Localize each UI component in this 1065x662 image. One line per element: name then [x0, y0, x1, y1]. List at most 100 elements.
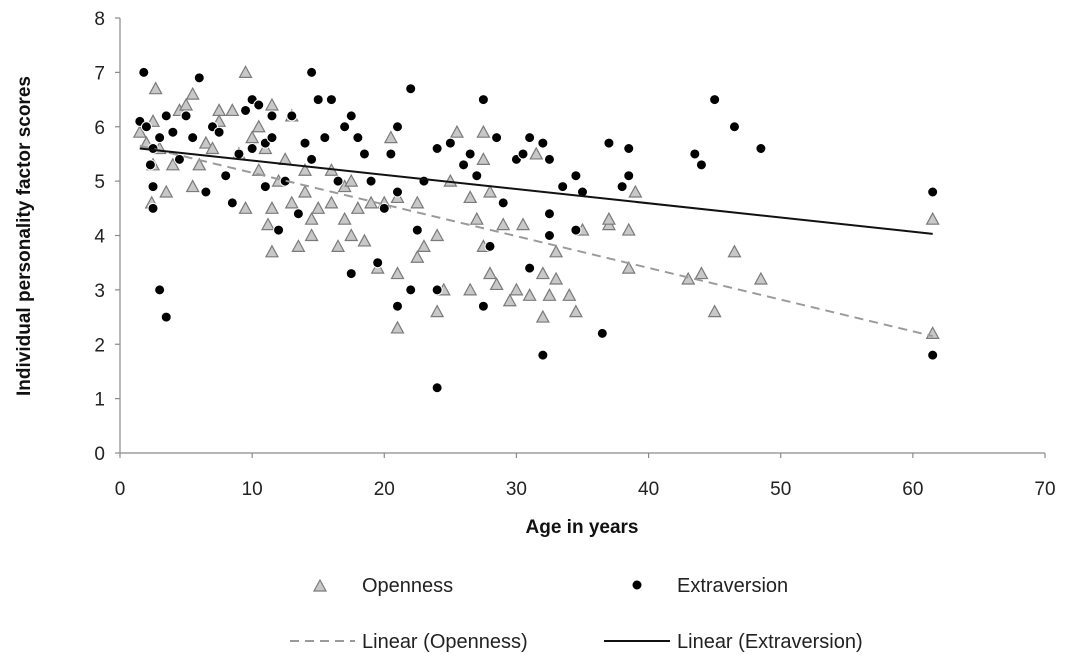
openness-point — [165, 157, 180, 171]
openness-point — [205, 141, 220, 155]
extraversion-point — [259, 181, 271, 193]
extraversion-point — [603, 137, 615, 149]
extraversion-point — [286, 110, 298, 122]
openness-point — [337, 211, 352, 225]
openness-point — [542, 288, 557, 301]
openness-point — [463, 190, 478, 204]
extraversion-point — [431, 143, 443, 154]
extraversion-point — [299, 137, 311, 149]
trendline-openness — [139, 144, 933, 338]
extraversion-point — [537, 137, 549, 149]
extraversion-point — [253, 99, 265, 111]
openness-point — [694, 266, 709, 280]
legend-extraversion-label: Extraversion — [677, 575, 788, 597]
legend-item-openness: Openness — [312, 575, 453, 597]
openness-point — [159, 184, 174, 198]
openness-point — [297, 184, 313, 198]
extraversion-point — [444, 137, 456, 149]
openness-point — [549, 271, 564, 285]
extraversion-point — [491, 132, 503, 144]
openness-point — [264, 97, 279, 111]
legend-extraversion-marker — [631, 579, 643, 591]
openness-point — [311, 201, 326, 214]
y-tick-label: 1 — [94, 390, 105, 411]
extraversion-point — [220, 170, 232, 182]
extraversion-point — [458, 159, 470, 171]
legend-openness-marker — [312, 578, 328, 592]
y-tick-label: 0 — [94, 444, 105, 465]
y-tick-label: 8 — [94, 9, 105, 30]
extraversion-point — [927, 186, 939, 198]
extraversion-point — [392, 121, 403, 133]
tick-labels: 0 1 2 3 4 5 6 7 8 0 10 20 30 40 50 60 70 — [94, 9, 1055, 500]
extraversion-point — [147, 143, 159, 154]
legend-linear-extraversion-label: Linear (Extraversion) — [677, 631, 863, 653]
extraversion-point — [306, 153, 318, 165]
extraversion-point — [543, 153, 555, 165]
openness-point — [304, 211, 319, 225]
openness-point — [331, 239, 346, 252]
extraversion-point — [543, 208, 555, 220]
extraversion-point — [411, 224, 423, 236]
openness-point — [463, 282, 478, 296]
y-tick-label: 6 — [94, 118, 105, 139]
x-tick-label: 60 — [902, 479, 923, 500]
extraversion-point — [200, 186, 212, 198]
plot-marks — [132, 65, 940, 394]
legend-item-linear-extraversion: Linear (Extraversion) — [604, 631, 863, 653]
extraversion-point — [689, 148, 701, 160]
y-axis-title: Individual personality factor scores — [14, 76, 35, 396]
extraversion-point — [332, 175, 344, 187]
extraversion-point — [418, 175, 430, 187]
extraversion-point — [319, 132, 331, 144]
openness-point — [529, 146, 544, 160]
openness-point — [496, 217, 511, 231]
extraversion-point — [339, 121, 351, 133]
openness-point — [681, 271, 696, 285]
extraversion-point — [140, 121, 152, 133]
openness-point — [562, 288, 577, 301]
legend-item-extraversion: Extraversion — [631, 575, 788, 597]
extraversion-point — [160, 311, 172, 323]
extraversion-point — [557, 181, 569, 193]
x-tick-label: 50 — [770, 479, 791, 500]
openness-point — [516, 217, 531, 231]
extraversion-point — [431, 284, 443, 296]
extraversion-point — [755, 143, 767, 154]
extraversion-point — [477, 94, 489, 106]
extraversion-point — [524, 132, 536, 144]
openness-point — [568, 304, 583, 318]
axes — [115, 17, 1046, 458]
extraversion-point — [266, 110, 278, 122]
extraversion-point — [728, 121, 740, 133]
extraversion-point — [524, 262, 536, 274]
openness-point — [344, 228, 359, 242]
openness-point — [469, 211, 484, 225]
x-tick-label: 70 — [1034, 479, 1055, 500]
x-tick-label: 40 — [638, 479, 659, 500]
openness-point — [390, 320, 405, 334]
openness-point — [245, 130, 260, 144]
extraversion-point — [240, 104, 252, 116]
x-axis-title: Age in years — [526, 517, 639, 538]
extraversion-point — [709, 94, 721, 106]
openness-point — [925, 211, 940, 225]
y-tick-label: 5 — [94, 172, 105, 193]
extraversion-point — [623, 143, 635, 154]
openness-point — [260, 217, 276, 231]
y-tick-label: 2 — [94, 335, 105, 356]
extraversion-point — [167, 126, 179, 138]
openness-point — [198, 135, 213, 149]
openness-point — [535, 309, 550, 323]
openness-point — [390, 266, 405, 280]
extraversion-point — [378, 202, 390, 214]
extraversion-point — [246, 143, 258, 154]
openness-point — [727, 244, 742, 258]
extraversion-point — [154, 132, 166, 144]
openness-point — [509, 282, 524, 296]
extraversion-point — [345, 268, 357, 280]
extraversion-point — [497, 197, 509, 209]
extraversion-point — [570, 224, 582, 236]
extraversion-point — [517, 148, 529, 160]
extraversion-point — [537, 349, 549, 361]
